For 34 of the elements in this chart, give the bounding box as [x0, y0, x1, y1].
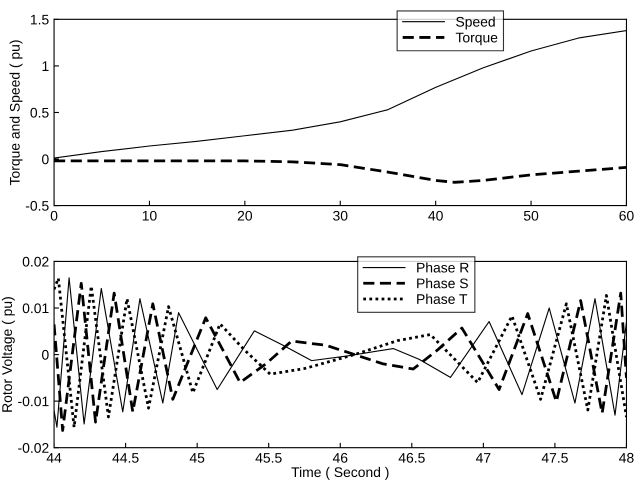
x-tick-label: 48	[619, 452, 634, 463]
y-tick-label: -0.02	[18, 443, 49, 453]
x-tick-label: 45.5	[256, 453, 282, 463]
x-tick-label: 40	[428, 210, 443, 221]
x-axis-title: Time ( Second )	[291, 466, 389, 480]
y-axis-title: Rotor Voltage ( pu)	[2, 297, 15, 412]
y-tick-label: -0.5	[26, 200, 49, 211]
x-tick-label: 45	[190, 453, 204, 463]
legend-label: Speed	[456, 16, 495, 30]
y-axis-title: Torque and Speed ( pu)	[10, 40, 22, 186]
x-tick-label: 44	[46, 453, 62, 463]
y-tick-label: 0.02	[22, 256, 49, 267]
x-tick-label: 44.5	[112, 453, 139, 463]
y-tick-label: 1	[42, 61, 49, 71]
x-tick-label: 47.5	[542, 453, 568, 463]
y-tick-label: 0.01	[22, 303, 49, 314]
y-tick-label: 0.5	[30, 108, 49, 118]
x-tick-label: 46	[332, 452, 348, 463]
x-tick-label: 20	[238, 210, 252, 221]
x-tick-label: 30	[333, 210, 348, 221]
x-tick-label: 46.5	[398, 452, 425, 463]
x-tick-label: 10	[142, 210, 157, 221]
y-tick-label: -0.01	[18, 396, 49, 406]
y-tick-label: 1.5	[30, 14, 49, 25]
x-tick-label: 50	[524, 210, 538, 221]
legend-label: Phase T	[417, 294, 468, 304]
y-tick-label: 0	[42, 350, 49, 360]
x-tick-label: 47	[476, 453, 490, 463]
y-tick-label: 0	[42, 154, 49, 164]
x-tick-label: 60	[619, 210, 634, 221]
legend-label: Torque	[456, 32, 498, 46]
x-tick-label: 0	[50, 210, 58, 221]
legend-label: Phase R	[417, 262, 469, 273]
legend-label: Phase S	[417, 278, 468, 288]
